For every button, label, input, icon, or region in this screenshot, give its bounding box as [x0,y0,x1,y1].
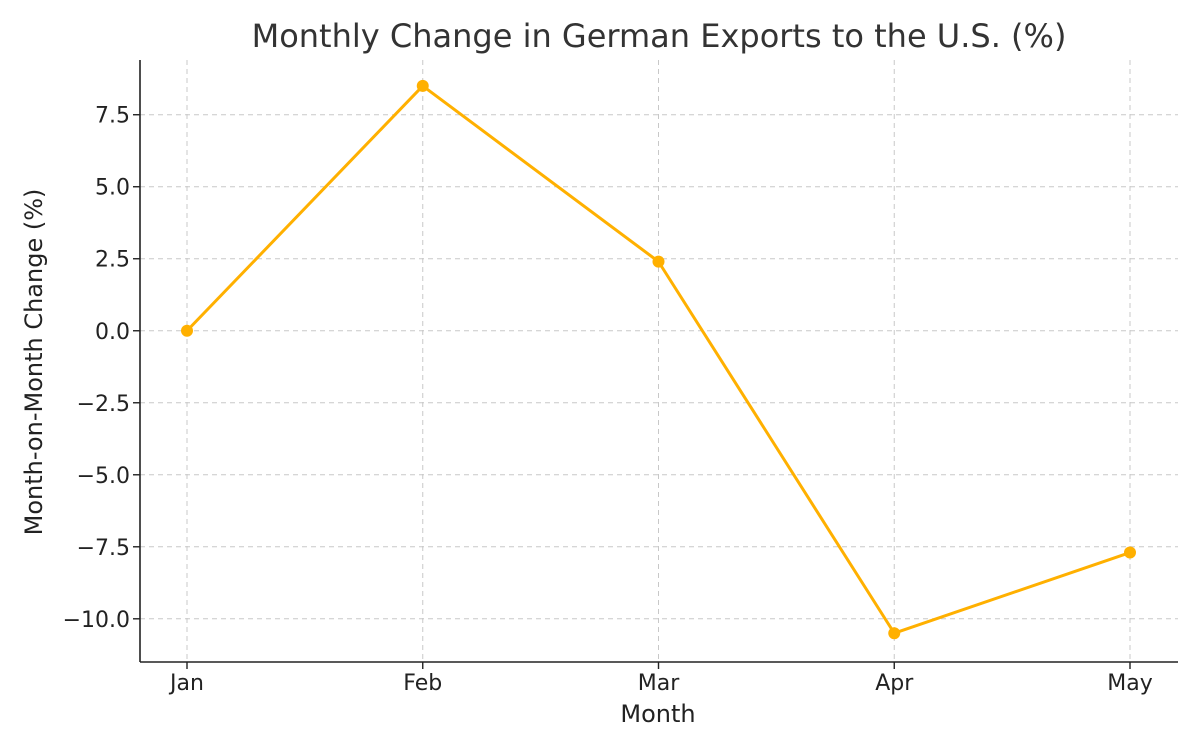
y-tick-label: 2.5 [95,248,130,273]
chart-title: Monthly Change in German Exports to the … [252,17,1067,55]
series [181,79,1136,640]
x-tick-label: Apr [875,671,914,696]
x-axis-label: Month [620,700,695,728]
y-tick-label: −2.5 [77,392,130,417]
x-tick-label: Mar [638,671,680,696]
y-tick-label: 0.0 [95,320,130,345]
x-tick-label: May [1107,671,1152,696]
y-tick-label: 7.5 [95,104,130,129]
data-point-apr [888,627,901,640]
y-axis-label: Month-on-Month Change (%) [20,189,48,536]
data-point-jan [181,324,193,337]
y-tick-label: 5.0 [95,176,130,201]
data-point-may [1124,546,1136,559]
grid [140,60,1178,662]
y-tick-label: −5.0 [77,464,130,489]
y-tick-label: −7.5 [77,536,130,561]
x-tick-label: Jan [168,671,204,696]
data-point-mar [652,255,665,268]
y-tick-label: −10.0 [63,608,130,633]
x-tick-label: Feb [403,671,442,696]
ticks: −10.0 −7.5 −5.0 −2.5 0.0 2.5 5.0 7.5 Jan Feb Mar Ap… [63,104,1153,696]
data-point-feb [416,79,429,92]
